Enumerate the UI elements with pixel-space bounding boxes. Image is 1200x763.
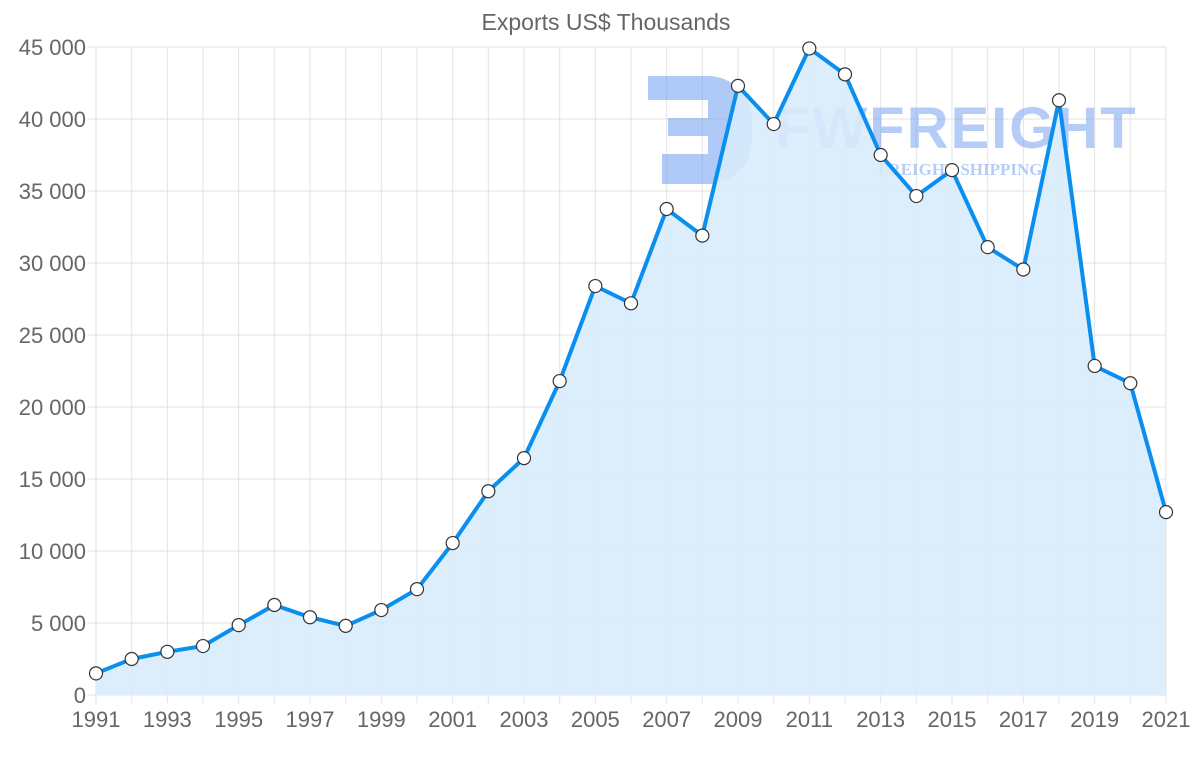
- data-point-1996[interactable]: [267, 597, 282, 613]
- data-point-2019[interactable]: [1087, 358, 1102, 374]
- data-point-1994[interactable]: [195, 638, 211, 654]
- y-tick-label: 5 000: [31, 611, 86, 636]
- data-point-1993[interactable]: [160, 644, 175, 659]
- y-tick-label: 45 000: [19, 35, 86, 60]
- data-point-1997[interactable]: [302, 610, 318, 625]
- data-point-1995[interactable]: [231, 618, 246, 633]
- x-tick-label: 2015: [928, 707, 977, 732]
- data-point-2007[interactable]: [659, 201, 674, 217]
- x-tick-label: 2007: [642, 707, 691, 732]
- data-point-2005[interactable]: [588, 278, 603, 294]
- y-tick-label: 10 000: [19, 539, 86, 564]
- x-tick-label: 2003: [500, 707, 549, 732]
- x-tick-label: 1999: [357, 707, 406, 732]
- y-tick-label: 35 000: [19, 179, 86, 204]
- svg-text:FREIGHT SHIPPING: FREIGHT SHIPPING: [878, 160, 1043, 179]
- data-point-1999[interactable]: [374, 602, 389, 618]
- data-point-2016[interactable]: [980, 240, 995, 255]
- y-tick-label: 25 000: [19, 323, 86, 348]
- data-point-2002[interactable]: [481, 484, 496, 499]
- data-point-2010[interactable]: [766, 116, 781, 132]
- data-point-2001[interactable]: [445, 535, 460, 551]
- x-tick-label: 2001: [428, 707, 477, 732]
- chart-title: Exports US$ Thousands: [482, 9, 731, 35]
- data-point-1998[interactable]: [338, 618, 353, 633]
- data-point-1992[interactable]: [124, 651, 139, 667]
- x-axis: 1991 1993 1995 1997 1999 2001 2003 2005 2007 2009…: [72, 707, 1191, 732]
- y-axis: 0 5 000 10 000 15 000 20 000 25 000 30 000 35 0…: [19, 35, 86, 708]
- x-tick-label: 2011: [786, 707, 833, 732]
- data-point-2013[interactable]: [873, 147, 888, 163]
- data-point-2020[interactable]: [1123, 376, 1138, 391]
- x-tick-label: 2005: [571, 707, 620, 732]
- data-point-2006[interactable]: [623, 296, 639, 311]
- y-tick-label: 30 000: [19, 251, 86, 276]
- x-tick-label: 2013: [856, 707, 905, 732]
- data-point-2009[interactable]: [730, 78, 746, 93]
- x-tick-label: 1997: [286, 707, 335, 732]
- data-point-2018[interactable]: [1051, 93, 1067, 108]
- x-tick-label: 1991: [72, 707, 121, 732]
- data-point-2000[interactable]: [409, 582, 425, 597]
- data-points: [88, 41, 1174, 681]
- y-tick-label: 0: [74, 683, 86, 708]
- data-point-2004[interactable]: [552, 373, 567, 389]
- x-tick-label: 1993: [143, 707, 192, 732]
- data-point-2012[interactable]: [837, 67, 853, 82]
- data-point-1991[interactable]: [88, 666, 104, 681]
- data-point-2011[interactable]: [802, 41, 817, 56]
- data-point-2008[interactable]: [695, 228, 710, 243]
- data-point-2003[interactable]: [516, 451, 532, 466]
- x-tick-label: 2017: [999, 707, 1048, 732]
- data-point-2015[interactable]: [944, 163, 960, 178]
- data-point-2021[interactable]: [1158, 505, 1174, 520]
- x-tick-label: 1995: [214, 707, 263, 732]
- y-tick-label: 15 000: [19, 467, 86, 492]
- area-fill: [96, 48, 1166, 695]
- y-tick-label: 40 000: [19, 107, 86, 132]
- y-tick-label: 20 000: [19, 395, 86, 420]
- x-tick-label: 2019: [1070, 707, 1119, 732]
- data-point-2017[interactable]: [1016, 262, 1031, 277]
- data-point-2014[interactable]: [909, 188, 924, 204]
- x-tick-label: 2009: [714, 707, 763, 732]
- x-tick-label: 2021: [1142, 707, 1191, 732]
